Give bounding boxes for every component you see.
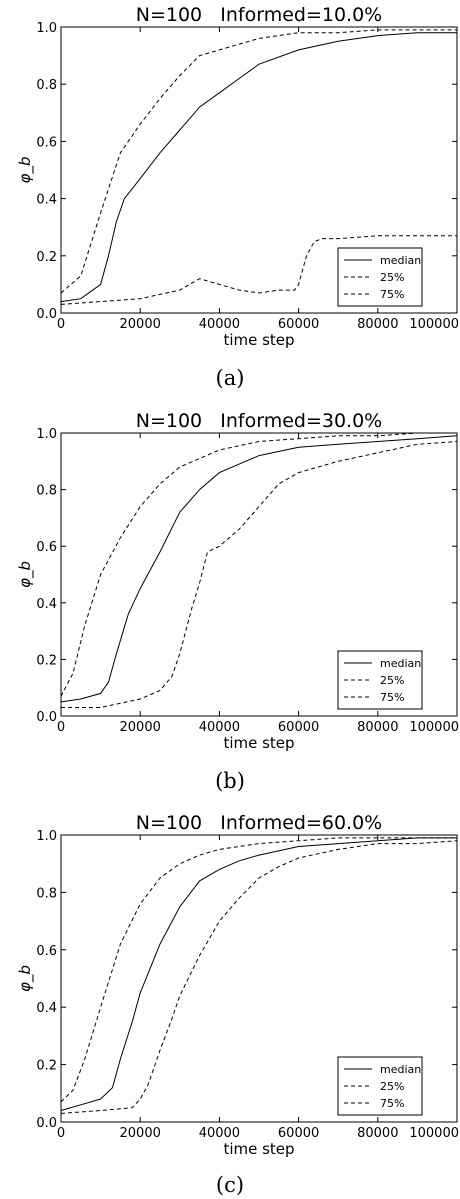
panel-caption: (a) bbox=[216, 366, 245, 390]
series-line-25pct bbox=[60, 29, 457, 294]
legend-label: 25% bbox=[380, 271, 404, 284]
x-tick-label: 20000 bbox=[120, 317, 161, 332]
y-tick-label: 0.2 bbox=[36, 653, 57, 668]
x-tick-label: 60000 bbox=[278, 1126, 319, 1141]
x-tick-label: 40000 bbox=[199, 1126, 240, 1141]
y-tick-label: 0.4 bbox=[36, 193, 57, 208]
x-axis-label: time step bbox=[223, 331, 294, 349]
x-tick-label: 80000 bbox=[357, 317, 398, 332]
x-tick-label: 40000 bbox=[199, 720, 240, 735]
y-tick-label: 0.6 bbox=[36, 540, 57, 555]
y-tick-label: 0.4 bbox=[36, 597, 57, 612]
legend-label: median bbox=[380, 1063, 421, 1076]
y-tick-label: 0.0 bbox=[36, 710, 57, 725]
x-tick-label: 100000 bbox=[409, 1126, 459, 1141]
chart-panel-3: N=100 Informed=60.0% 0 20000 40000 60000 8000… bbox=[16, 812, 459, 1197]
series-line-25pct bbox=[60, 837, 457, 1103]
plot-area-frame bbox=[60, 26, 458, 314]
x-tick-label: 20000 bbox=[120, 1126, 161, 1141]
series-line-75pct bbox=[61, 441, 458, 708]
legend-label: 25% bbox=[380, 674, 404, 687]
x-tick-label: 20000 bbox=[120, 720, 161, 735]
y-tick-label: 0.0 bbox=[36, 307, 57, 322]
x-tick-label: 100000 bbox=[409, 317, 459, 332]
legend: median 25% 75% bbox=[337, 247, 423, 307]
y-tick-label: 0.8 bbox=[36, 78, 57, 93]
legend-label: 75% bbox=[380, 288, 404, 301]
x-axis-label: time step bbox=[223, 1140, 294, 1158]
series-line-25pct bbox=[60, 432, 457, 697]
x-tick-label: 60000 bbox=[278, 317, 319, 332]
legend-label: 75% bbox=[380, 691, 404, 704]
chart-title: N=100 Informed=30.0% bbox=[136, 410, 383, 432]
y-tick-label: 0.0 bbox=[36, 1116, 57, 1131]
y-tick-label: 0.8 bbox=[36, 886, 57, 901]
chart-panel-1: N=100 Informed=10.0% 0 20000 40000 60000 8000… bbox=[16, 4, 459, 390]
y-axis-label: φ_b bbox=[16, 157, 35, 184]
chart-title: N=100 Informed=10.0% bbox=[136, 4, 383, 26]
x-tick-label: 0 bbox=[57, 1126, 65, 1141]
series-line-median bbox=[60, 435, 458, 703]
x-axis-label: time step bbox=[223, 734, 294, 752]
legend: median 25% 75% bbox=[337, 650, 423, 710]
series-line-median bbox=[60, 32, 457, 303]
plot-area-frame bbox=[60, 432, 458, 717]
chart-title: N=100 Informed=60.0% bbox=[136, 812, 383, 834]
plot-area-frame bbox=[60, 834, 458, 1123]
y-tick-label: 0.2 bbox=[36, 1059, 57, 1074]
y-tick-label: 1.0 bbox=[36, 21, 57, 36]
y-tick-label: 0.6 bbox=[36, 944, 57, 959]
x-tick-label: 40000 bbox=[199, 317, 240, 332]
legend: median 25% 75% bbox=[337, 1056, 423, 1116]
y-axis-label: φ_b bbox=[16, 965, 35, 992]
y-tick-label: 1.0 bbox=[36, 427, 57, 442]
legend-label: 75% bbox=[380, 1097, 404, 1110]
panel-caption: (c) bbox=[216, 1173, 244, 1197]
series-line-75pct bbox=[60, 840, 458, 1114]
x-tick-label: 80000 bbox=[357, 1126, 398, 1141]
legend-label: median bbox=[380, 254, 421, 267]
legend-label: median bbox=[380, 657, 421, 670]
y-tick-label: 1.0 bbox=[36, 829, 57, 844]
legend-label: 25% bbox=[380, 1080, 404, 1093]
y-tick-label: 0.6 bbox=[36, 135, 57, 150]
x-tick-label: 80000 bbox=[357, 720, 398, 735]
series-line-75pct bbox=[60, 235, 457, 305]
x-tick-label: 0 bbox=[57, 317, 65, 332]
y-tick-label: 0.8 bbox=[36, 484, 57, 499]
chart-panel-2: N=100 Informed=30.0% 0 20000 40000 60000 8000… bbox=[16, 410, 459, 793]
y-axis-label: φ_b bbox=[16, 561, 35, 588]
panel-caption: (b) bbox=[215, 769, 245, 793]
x-tick-label: 60000 bbox=[278, 720, 319, 735]
x-tick-label: 100000 bbox=[409, 720, 459, 735]
y-tick-label: 0.2 bbox=[36, 250, 57, 265]
y-tick-label: 0.4 bbox=[36, 1001, 57, 1016]
x-tick-label: 0 bbox=[57, 720, 65, 735]
series-line-median bbox=[60, 837, 457, 1111]
